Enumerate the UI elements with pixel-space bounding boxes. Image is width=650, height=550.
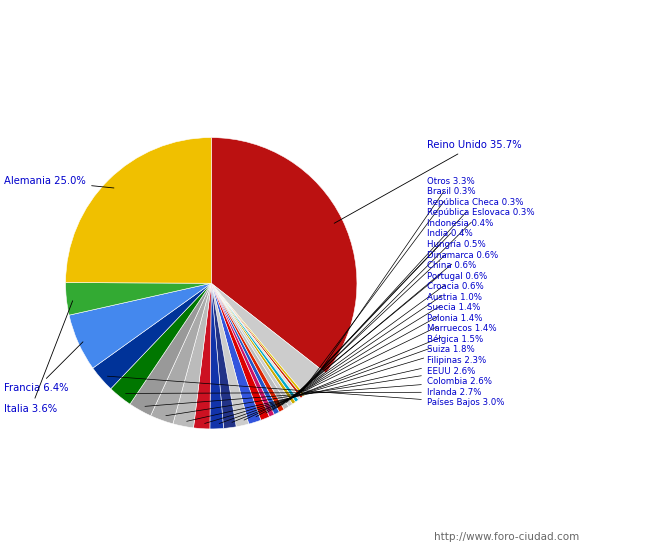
Text: Reino Unido 35.7%: Reino Unido 35.7% (334, 140, 521, 223)
Text: Irlanda 2.7%: Irlanda 2.7% (125, 388, 482, 397)
Text: Suecia 1.4%: Suecia 1.4% (256, 303, 480, 417)
Wedge shape (66, 138, 211, 283)
Wedge shape (211, 283, 301, 400)
Wedge shape (211, 283, 296, 404)
Text: Países Bajos 3.0%: Países Bajos 3.0% (107, 376, 504, 407)
Wedge shape (210, 283, 224, 429)
Text: Arrecife - Turistas extranjeros según país - Abril de 2024: Arrecife - Turistas extranjeros según pa… (118, 15, 532, 31)
Wedge shape (211, 138, 357, 373)
Wedge shape (69, 283, 211, 368)
Wedge shape (211, 283, 284, 412)
Wedge shape (151, 283, 211, 424)
Text: Portugal 0.6%: Portugal 0.6% (277, 272, 487, 408)
Text: República Eslovaca 0.3%: República Eslovaca 0.3% (299, 208, 534, 394)
Text: Austria 1.0%: Austria 1.0% (266, 293, 482, 413)
Wedge shape (211, 283, 236, 428)
Wedge shape (130, 283, 211, 416)
Wedge shape (211, 283, 280, 415)
Wedge shape (211, 283, 298, 402)
Text: China 0.6%: China 0.6% (281, 261, 476, 405)
Text: Croacia 0.6%: Croacia 0.6% (272, 282, 484, 410)
Text: EEUU 2.6%: EEUU 2.6% (166, 367, 475, 416)
Wedge shape (211, 283, 249, 427)
Text: Hungría 0.5%: Hungría 0.5% (291, 240, 486, 400)
Wedge shape (211, 283, 261, 424)
Text: Suiza 1.8%: Suiza 1.8% (205, 345, 474, 424)
Text: República Checa 0.3%: República Checa 0.3% (301, 198, 523, 392)
Text: Alemania 25.0%: Alemania 25.0% (5, 176, 114, 188)
Text: Colombia 2.6%: Colombia 2.6% (145, 377, 492, 406)
Text: http://www.foro-ciudad.com: http://www.foro-ciudad.com (434, 532, 580, 542)
Text: Dinamarca 0.6%: Dinamarca 0.6% (286, 251, 498, 403)
Wedge shape (93, 283, 211, 389)
Text: Brasil 0.3%: Brasil 0.3% (303, 188, 476, 390)
Text: Filipinas 2.3%: Filipinas 2.3% (187, 356, 486, 421)
Wedge shape (211, 283, 303, 398)
Text: Otros 3.3%: Otros 3.3% (315, 177, 474, 380)
Wedge shape (173, 283, 211, 428)
Text: India 0.4%: India 0.4% (294, 229, 473, 398)
Wedge shape (211, 283, 326, 395)
Text: Bélgica 1.5%: Bélgica 1.5% (219, 335, 483, 424)
Wedge shape (211, 283, 269, 420)
Wedge shape (211, 283, 292, 406)
Wedge shape (194, 283, 211, 429)
Wedge shape (211, 283, 289, 409)
Text: Polonia 1.4%: Polonia 1.4% (244, 314, 482, 420)
Wedge shape (211, 283, 274, 417)
Text: Indonesia 0.4%: Indonesia 0.4% (296, 219, 493, 395)
Wedge shape (111, 283, 211, 404)
Wedge shape (66, 283, 211, 315)
Text: Italia 3.6%: Italia 3.6% (5, 301, 73, 414)
Text: Francia 6.4%: Francia 6.4% (5, 342, 83, 393)
Text: Marruecos 1.4%: Marruecos 1.4% (232, 324, 497, 422)
Wedge shape (211, 283, 305, 397)
